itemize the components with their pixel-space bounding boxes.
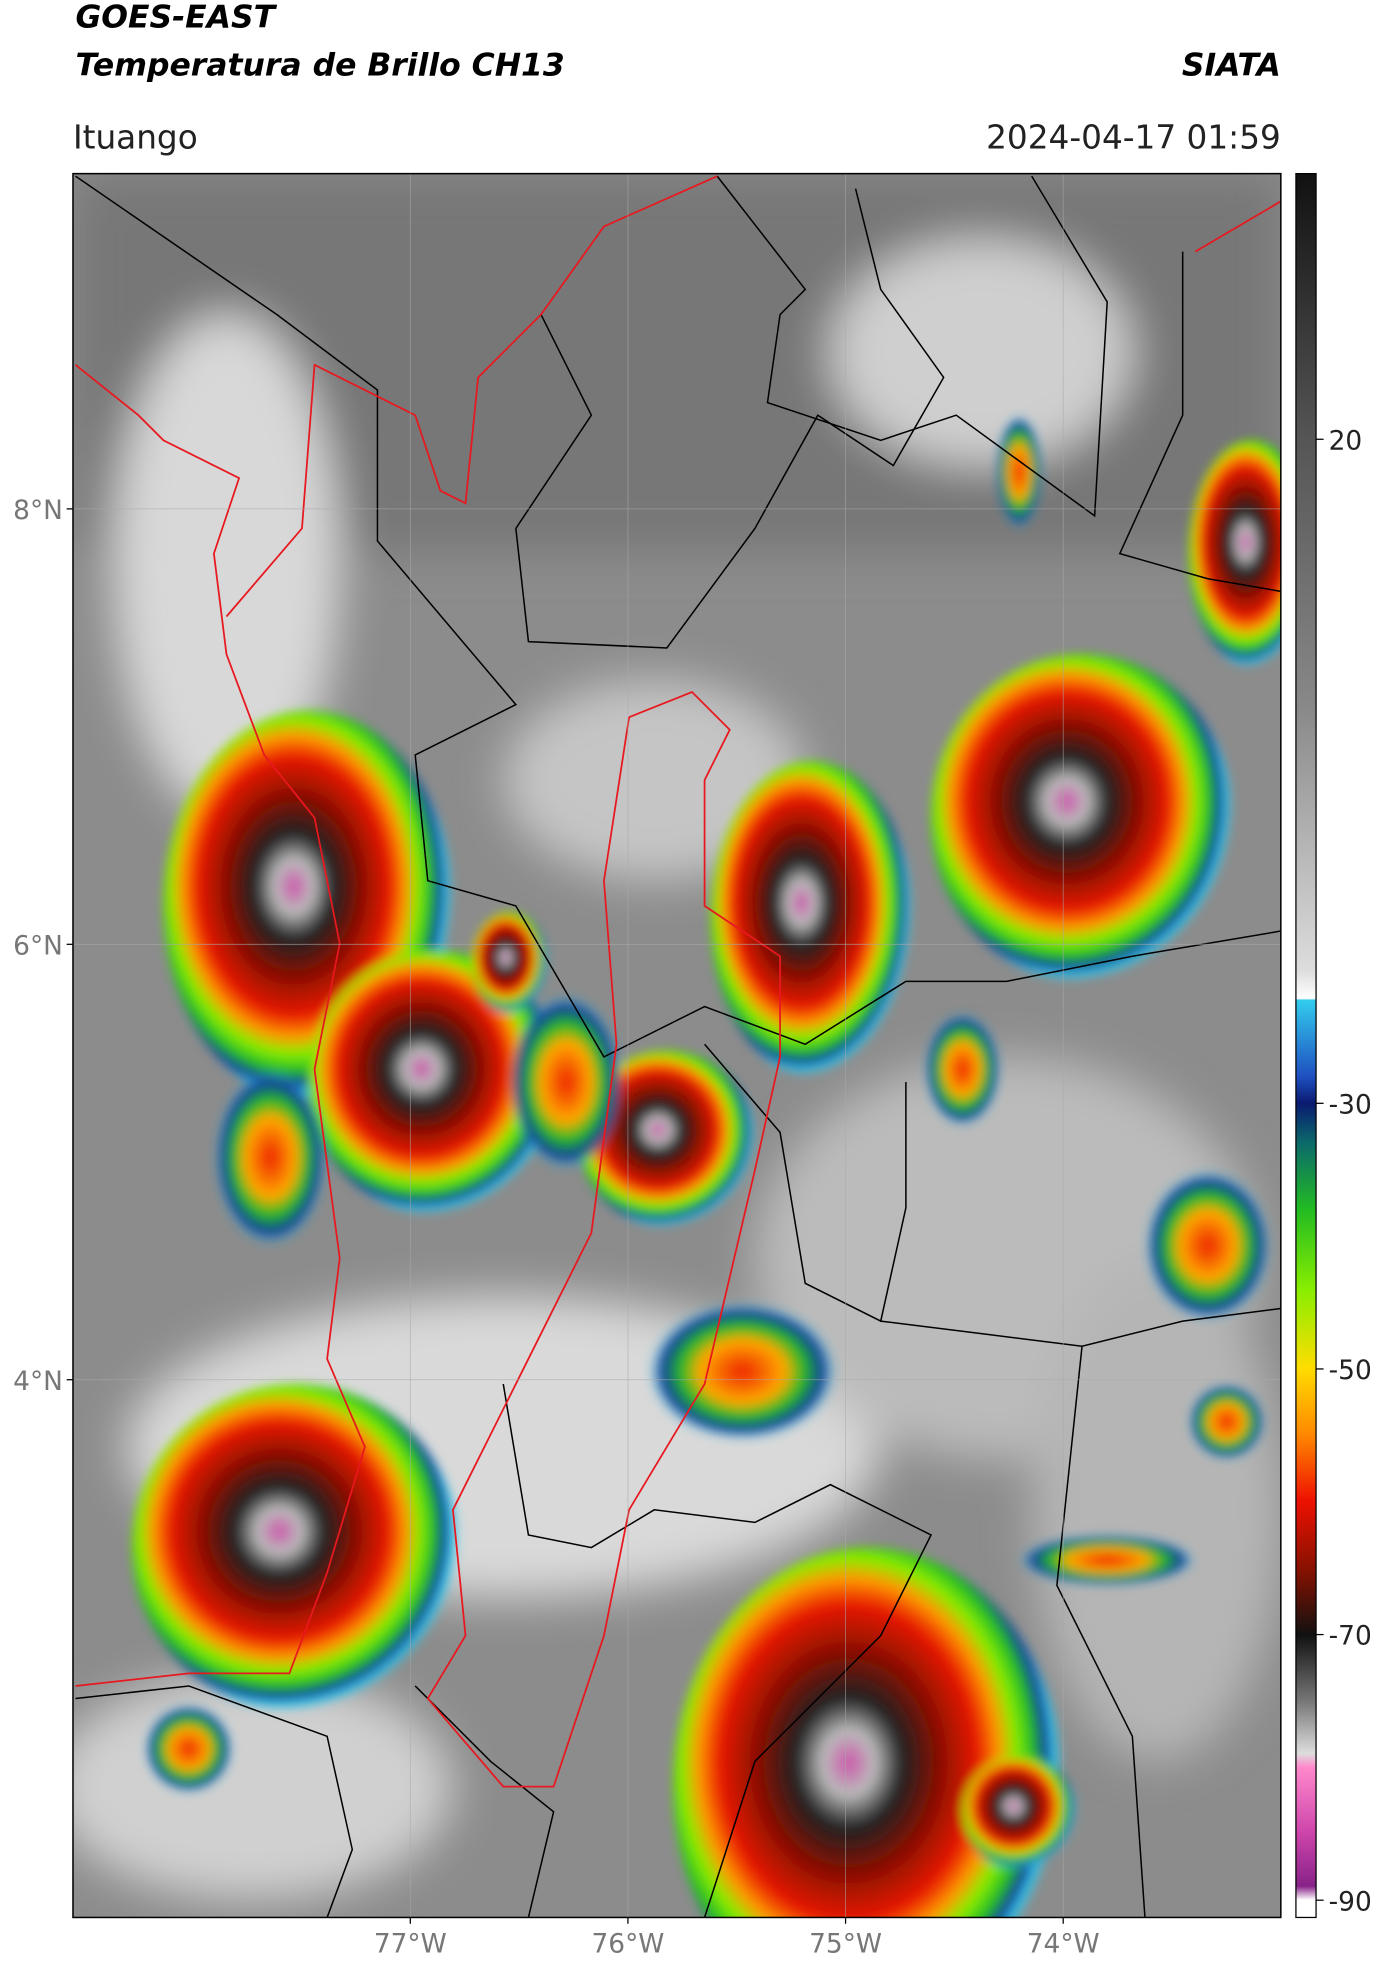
graticule [72,173,1281,1918]
colorbar-tick-label: -90 [1329,1886,1372,1917]
map-frame [72,172,1282,1919]
cloud-texture [72,173,1281,1900]
source: SIATA [1182,47,1281,83]
colorbar-tick-label: -30 [1329,1089,1372,1120]
colorbar-tick-label: -50 [1329,1355,1372,1386]
colorbar-tick-label: 20 [1329,425,1363,456]
lon-tick-label: 77°W [374,1929,447,1960]
coastline [74,175,1281,1788]
lat-tick-label: 8°N [13,495,63,526]
lon-tick-label: 76°W [591,1929,664,1960]
lat-tick-label: 4°N [13,1366,63,1397]
datetime: 2024-04-17 01:59 [986,118,1281,156]
colorbar [1295,172,1317,1919]
lon-tick-label: 75°W [809,1929,882,1960]
borders [75,175,1281,1918]
storms [132,415,1281,1918]
satellite-image [72,173,1281,1918]
location: Ituango [73,118,198,156]
subtitle: Temperatura de Brillo CH13 [75,47,564,83]
lon-tick-label: 74°W [1027,1929,1100,1960]
title: GOES-EAST [75,0,277,36]
lat-tick-label: 6°N [13,930,63,961]
colorbar-tick-label: -70 [1329,1621,1372,1652]
